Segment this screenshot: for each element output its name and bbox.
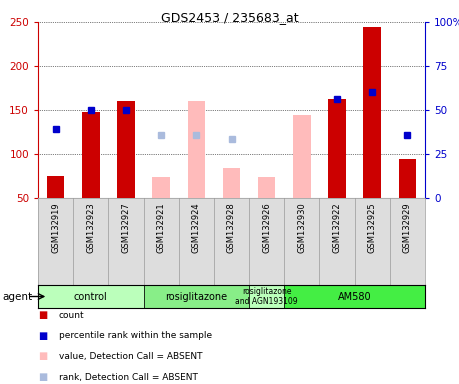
Text: ■: ■ <box>38 372 47 382</box>
Bar <box>398 159 416 198</box>
Text: AM580: AM580 <box>338 291 371 301</box>
Text: GSM132925: GSM132925 <box>368 202 377 253</box>
Bar <box>117 101 135 198</box>
Bar <box>284 285 425 308</box>
Text: ■: ■ <box>38 351 47 361</box>
Bar <box>144 285 249 308</box>
Text: GSM132921: GSM132921 <box>157 202 166 253</box>
Bar <box>82 112 100 198</box>
Text: ■: ■ <box>38 310 47 320</box>
Bar <box>38 285 144 308</box>
Bar <box>328 99 346 198</box>
Text: percentile rank within the sample: percentile rank within the sample <box>59 331 212 340</box>
Text: GSM132926: GSM132926 <box>262 202 271 253</box>
Text: GSM132927: GSM132927 <box>122 202 130 253</box>
Bar <box>188 101 205 198</box>
Text: GSM132930: GSM132930 <box>297 202 306 253</box>
Text: ■: ■ <box>38 331 47 341</box>
Text: agent: agent <box>2 291 33 301</box>
Text: GSM132924: GSM132924 <box>192 202 201 253</box>
Text: GSM132928: GSM132928 <box>227 202 236 253</box>
Bar <box>364 27 381 198</box>
Text: rosiglitazone
and AGN193109: rosiglitazone and AGN193109 <box>235 287 298 306</box>
Text: count: count <box>59 311 84 319</box>
Text: value, Detection Call = ABSENT: value, Detection Call = ABSENT <box>59 352 202 361</box>
Bar <box>223 168 241 198</box>
Text: rosiglitazone: rosiglitazone <box>165 291 227 301</box>
Bar <box>258 177 275 198</box>
Text: GSM132922: GSM132922 <box>332 202 341 253</box>
Text: GSM132919: GSM132919 <box>51 202 60 253</box>
Bar <box>47 176 64 198</box>
Bar <box>152 177 170 198</box>
Bar <box>293 115 311 198</box>
Bar <box>249 285 284 308</box>
Text: rank, Detection Call = ABSENT: rank, Detection Call = ABSENT <box>59 373 197 382</box>
Text: GSM132929: GSM132929 <box>403 202 412 253</box>
Text: GDS2453 / 235683_at: GDS2453 / 235683_at <box>161 12 298 25</box>
Text: GSM132923: GSM132923 <box>86 202 95 253</box>
Text: control: control <box>74 291 108 301</box>
